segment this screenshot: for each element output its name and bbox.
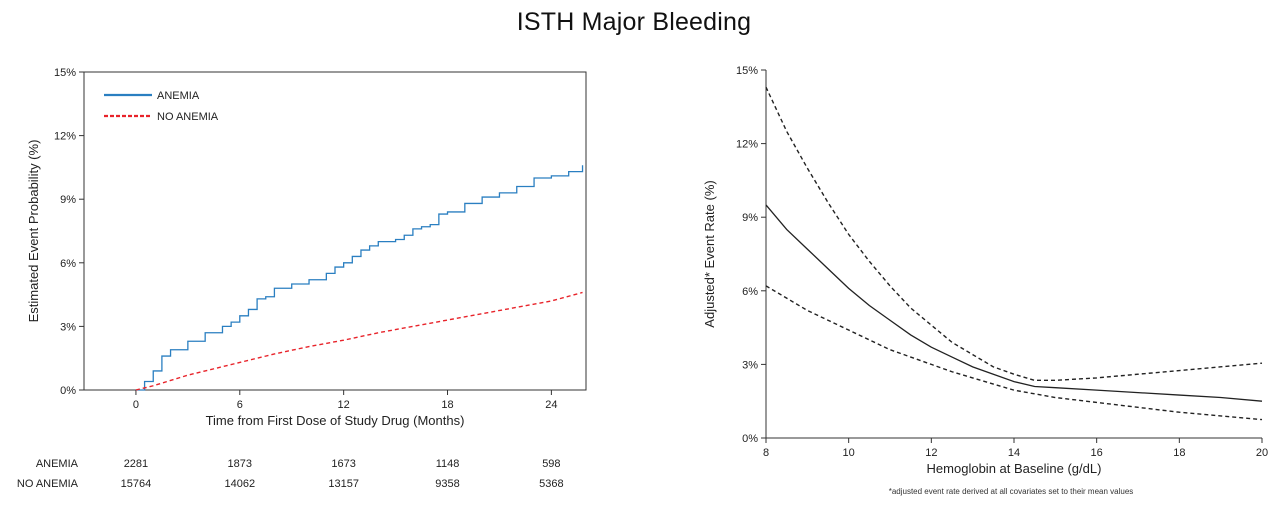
risk-count: 1873 — [228, 458, 252, 470]
risk-count: 1148 — [436, 458, 460, 470]
x-tick-label: 18 — [441, 399, 453, 411]
x-tick-label: 24 — [545, 399, 557, 411]
y-tick-label: 3% — [742, 359, 758, 371]
series-line-no-anemia — [135, 291, 583, 391]
x-tick-label: 10 — [843, 447, 855, 459]
risk-row-label: NO ANEMIA — [17, 478, 79, 490]
series-line-anemia — [135, 165, 584, 391]
y-tick-label: 0% — [742, 433, 758, 445]
risk-count: 9358 — [435, 478, 459, 490]
x-tick-label: 18 — [1173, 447, 1185, 459]
series-line-0 — [765, 204, 1263, 402]
x-tick-label: 20 — [1256, 447, 1268, 459]
legend-label: ANEMIA — [157, 90, 200, 102]
x-tick-label: 0 — [133, 399, 139, 411]
risk-count: 5368 — [539, 478, 563, 490]
y-axis-label: Adjusted* Event Rate (%) — [702, 180, 717, 327]
risk-count: 2281 — [124, 458, 148, 470]
risk-count: 1673 — [331, 458, 355, 470]
x-axis-label: Hemoglobin at Baseline (g/dL) — [927, 461, 1102, 476]
x-tick-label: 16 — [1091, 447, 1103, 459]
y-tick-label: 12% — [736, 139, 758, 151]
x-tick-label: 14 — [1008, 447, 1020, 459]
x-tick-label: 12 — [925, 447, 937, 459]
risk-row-label: ANEMIA — [36, 458, 79, 470]
x-axis-label: Time from First Dose of Study Drug (Mont… — [206, 413, 465, 428]
risk-count: 598 — [542, 458, 560, 470]
risk-count: 13157 — [328, 478, 359, 490]
hemoglobin-chart: 0% 3% 6% 9% 12% 15% 8 10 12 14 16 18 20 Hemoglobin at… — [702, 65, 1268, 496]
km-chart: 0% 3% 6% 9% 12% 15% 0 6 12 18 24 Time from First Do… — [26, 67, 587, 428]
risk-count: 15764 — [121, 478, 152, 490]
y-tick-label: 15% — [736, 65, 758, 77]
y-tick-label: 6% — [60, 258, 76, 270]
figure-title: ISTH Major Bleeding — [516, 8, 752, 36]
y-tick-label: 9% — [60, 194, 76, 206]
risk-count: 14062 — [224, 478, 255, 490]
y-tick-label: 6% — [742, 286, 758, 298]
y-tick-label: 3% — [60, 321, 76, 333]
number-at-risk-table: ANEMIA 2281 1873 1673 1148 598 NO ANEMIA 15764 1… — [17, 458, 564, 490]
y-tick-label: 9% — [742, 212, 758, 224]
x-tick-label: 8 — [763, 447, 769, 459]
y-axis-label: Estimated Event Probability (%) — [26, 140, 41, 323]
footnote: *adjusted event rate derived at all cova… — [889, 487, 1134, 496]
series-line-2 — [765, 285, 1263, 421]
y-tick-label: 0% — [60, 385, 76, 397]
y-tick-label: 15% — [54, 67, 76, 79]
series-line-1 — [765, 86, 1263, 382]
plot-frame — [83, 71, 587, 391]
x-tick-label: 12 — [338, 399, 350, 411]
legend-label: NO ANEMIA — [157, 111, 219, 123]
y-tick-label: 12% — [54, 131, 76, 143]
x-tick-label: 6 — [237, 399, 243, 411]
